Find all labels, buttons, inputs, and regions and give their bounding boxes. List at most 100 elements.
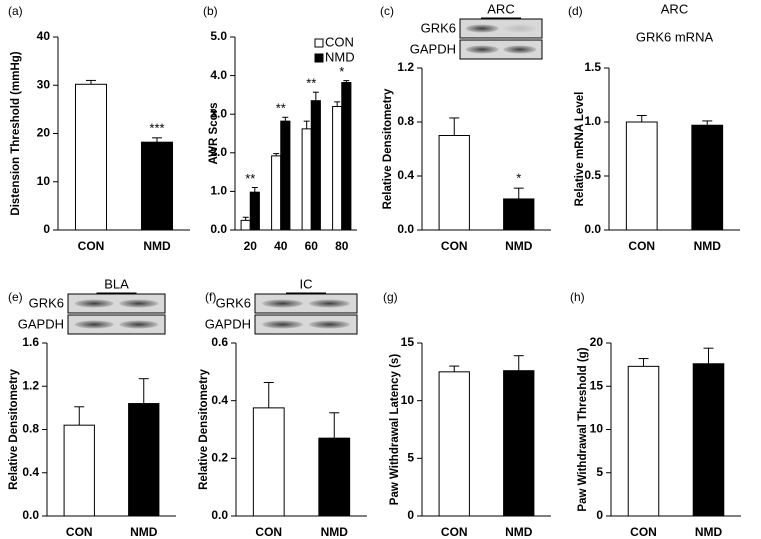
panel-label: (a) <box>8 4 23 18</box>
x-tick-label: NMD <box>130 525 158 539</box>
y-tick-label: 10 <box>37 174 51 188</box>
blot-band <box>119 299 159 308</box>
error-bar <box>513 355 524 371</box>
x-tick-label: NMD <box>694 239 722 253</box>
error-bar <box>334 101 341 107</box>
bar <box>249 191 260 231</box>
significance-mark: ** <box>245 171 255 186</box>
y-tick-label: 1.0 <box>210 184 227 198</box>
bar <box>240 219 251 231</box>
bar <box>140 141 174 231</box>
y-tick-label: 2.0 <box>210 145 227 159</box>
y-axis-label: Paw Withdrawal Latency (s) <box>389 354 401 506</box>
blot-image <box>67 293 166 314</box>
y-tick-label: 30 <box>37 77 51 91</box>
error-bar <box>138 378 149 404</box>
y-axis-label: AWR Scors <box>208 103 220 165</box>
error-bar <box>343 80 350 83</box>
y-tick-label: 1.6 <box>22 335 39 349</box>
error-bar <box>449 117 460 136</box>
y-tick-label: 1.2 <box>397 60 414 74</box>
error-bar <box>152 137 162 143</box>
blot-row-label: GAPDH <box>410 41 456 56</box>
y-axis-label: Relative Densitometry <box>198 368 210 489</box>
panel-label: (e) <box>8 290 23 304</box>
y-tick-label: 5.0 <box>210 29 227 43</box>
error-bar <box>242 216 249 221</box>
error-bar <box>329 412 340 439</box>
y-tick-label: 0 <box>596 508 603 522</box>
error-bar <box>703 347 714 364</box>
x-tick-label: NMD <box>695 525 723 539</box>
y-tick-label: 0.2 <box>211 451 228 465</box>
x-tick-label: NMD <box>143 239 171 253</box>
y-axis-label: Distension Threshold (mmHg) <box>10 51 22 215</box>
bar <box>503 370 535 517</box>
panel-label: (c) <box>380 4 394 18</box>
blot-row-label: GAPDH <box>18 316 64 331</box>
blot-image <box>459 39 543 60</box>
blot-band <box>262 299 303 308</box>
bar <box>74 83 108 231</box>
blot-band <box>262 320 303 329</box>
blot-title: BLA <box>104 276 129 291</box>
bar <box>341 82 352 231</box>
y-tick-label: 0.0 <box>397 222 414 236</box>
blot-band <box>74 320 114 329</box>
y-axis-label: Paw Withdrawal Threshold (g) <box>577 347 589 511</box>
error-bar <box>638 358 649 367</box>
legend-swatch <box>314 38 324 48</box>
y-tick-label: 4.0 <box>210 68 227 82</box>
legend-swatch <box>314 53 324 63</box>
legend-label: CON <box>325 34 354 49</box>
blot-band <box>309 320 350 329</box>
blot-band <box>119 320 159 329</box>
significance-mark: * <box>516 171 521 186</box>
y-tick-label: 1.2 <box>22 378 39 392</box>
x-tick-label: NMD <box>505 525 533 539</box>
error-bar <box>86 79 96 85</box>
bar <box>252 407 285 517</box>
y-tick-label: 0.8 <box>22 422 39 436</box>
bar <box>271 155 282 231</box>
significance-mark: ** <box>276 101 286 116</box>
y-tick-label: 0.4 <box>211 393 228 407</box>
bar <box>438 135 470 231</box>
legend-label: NMD <box>325 49 355 64</box>
panel-title: ARC <box>661 1 688 16</box>
bar <box>627 365 660 517</box>
y-tick-label: 40 <box>37 29 51 43</box>
blot-band <box>309 299 350 308</box>
error-bar <box>282 116 289 122</box>
x-tick-label: 60 <box>305 239 319 253</box>
y-tick-label: 15 <box>401 335 415 349</box>
blot-row-label: GRK6 <box>216 295 251 310</box>
y-axis-label: Relative mRNA Level <box>574 92 586 207</box>
blot-band <box>74 299 114 308</box>
y-tick-label: 1.0 <box>584 114 601 128</box>
y-tick-label: 20 <box>37 126 51 140</box>
y-tick-label: 0.0 <box>210 222 227 236</box>
y-tick-label: 0.0 <box>22 508 39 522</box>
significance-mark: *** <box>149 120 164 135</box>
x-tick-label: CON <box>441 239 468 253</box>
significance-mark: * <box>339 64 344 79</box>
bar <box>318 437 351 517</box>
bar <box>691 124 724 231</box>
error-bar <box>636 115 647 122</box>
panel-label: (b) <box>203 4 218 18</box>
bar <box>692 363 725 517</box>
blot-title: ARC <box>487 1 514 16</box>
y-tick-label: 0.5 <box>584 168 601 182</box>
x-tick-label: CON <box>255 525 282 539</box>
y-tick-label: 0.4 <box>397 168 414 182</box>
blot-band <box>503 24 537 33</box>
blot-band <box>503 45 537 54</box>
error-bar <box>273 153 280 156</box>
error-bar <box>449 365 460 372</box>
y-tick-label: 10 <box>401 393 415 407</box>
error-bar <box>251 187 258 193</box>
panel-label: (h) <box>570 290 585 304</box>
bar <box>332 105 343 231</box>
